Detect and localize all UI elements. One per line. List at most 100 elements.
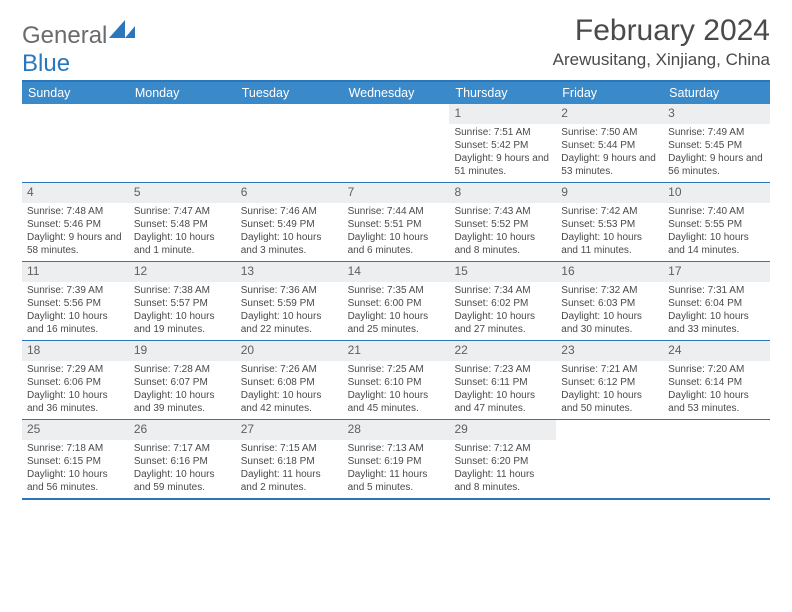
daylight-text: Daylight: 11 hours and 5 minutes. (348, 468, 445, 494)
sunrise-text: Sunrise: 7:13 AM (348, 442, 445, 455)
daylight-text: Daylight: 10 hours and 11 minutes. (561, 231, 658, 257)
day-cell: 13Sunrise: 7:36 AMSunset: 5:59 PMDayligh… (236, 262, 343, 340)
daylight-text: Daylight: 10 hours and 25 minutes. (348, 310, 445, 336)
sunrise-text: Sunrise: 7:29 AM (27, 363, 124, 376)
daylight-text: Daylight: 10 hours and 42 minutes. (241, 389, 338, 415)
day-body: Sunrise: 7:23 AMSunset: 6:11 PMDaylight:… (449, 361, 556, 419)
sunrise-text: Sunrise: 7:17 AM (134, 442, 231, 455)
day-body: Sunrise: 7:38 AMSunset: 5:57 PMDaylight:… (129, 282, 236, 340)
sunrise-text: Sunrise: 7:25 AM (348, 363, 445, 376)
day-cell: 1Sunrise: 7:51 AMSunset: 5:42 PMDaylight… (449, 104, 556, 182)
sunset-text: Sunset: 6:11 PM (454, 376, 551, 389)
day-body: Sunrise: 7:40 AMSunset: 5:55 PMDaylight:… (663, 203, 770, 261)
weekday-header: Friday (556, 82, 663, 104)
title-block: February 2024 Arewusitang, Xinjiang, Chi… (553, 14, 770, 70)
day-cell: 28 Sunrise: 7:13 AMSunset: 6:19 PMDayligh… (343, 420, 450, 498)
sunset-text: Sunset: 5:42 PM (454, 139, 551, 152)
week-row: 25Sunrise: 7:18 AMSunset: 6:15 PMDayligh… (22, 419, 770, 498)
sunset-text: Sunset: 6:08 PM (241, 376, 338, 389)
day-cell: 14Sunrise: 7:35 AMSunset: 6:00 PMDayligh… (343, 262, 450, 340)
day-body: Sunrise: 7:47 AMSunset: 5:48 PMDaylight:… (129, 203, 236, 261)
sunrise-text: Sunrise: 7:12 AM (454, 442, 551, 455)
day-number (663, 420, 770, 440)
day-number: 28 (343, 420, 450, 440)
sunrise-text: Sunrise: 7:47 AM (134, 205, 231, 218)
daylight-text: Daylight: 10 hours and 1 minute. (134, 231, 231, 257)
sunrise-text: Sunrise: 7:18 AM (27, 442, 124, 455)
sunrise-text: Sunrise: 7:31 AM (668, 284, 765, 297)
day-number: 24 (663, 341, 770, 361)
day-cell: 2Sunrise: 7:50 AMSunset: 5:44 PMDaylight… (556, 104, 663, 182)
day-cell: 15Sunrise: 7:34 AMSunset: 6:02 PMDayligh… (449, 262, 556, 340)
sunset-text: Sunset: 5:46 PM (27, 218, 124, 231)
day-number: 23 (556, 341, 663, 361)
day-body: Sunrise: 7:46 AMSunset: 5:49 PMDaylight:… (236, 203, 343, 261)
day-number: 16 (556, 262, 663, 282)
day-cell (663, 420, 770, 498)
sunrise-text: Sunrise: 7:38 AM (134, 284, 231, 297)
day-number: 21 (343, 341, 450, 361)
sunset-text: Sunset: 6:07 PM (134, 376, 231, 389)
calendar: SundayMondayTuesdayWednesdayThursdayFrid… (22, 80, 770, 500)
daylight-text: Daylight: 10 hours and 6 minutes. (348, 231, 445, 257)
day-cell: 17Sunrise: 7:31 AMSunset: 6:04 PMDayligh… (663, 262, 770, 340)
sunset-text: Sunset: 5:45 PM (668, 139, 765, 152)
day-body: Sunrise: 7:18 AMSunset: 6:15 PMDaylight:… (22, 440, 129, 498)
sunset-text: Sunset: 5:57 PM (134, 297, 231, 310)
day-cell: 16Sunrise: 7:32 AMSunset: 6:03 PMDayligh… (556, 262, 663, 340)
sunrise-text: Sunrise: 7:26 AM (241, 363, 338, 376)
week-row: 11Sunrise: 7:39 AMSunset: 5:56 PMDayligh… (22, 261, 770, 340)
day-cell: 25Sunrise: 7:18 AMSunset: 6:15 PMDayligh… (22, 420, 129, 498)
daylight-text: Daylight: 10 hours and 53 minutes. (668, 389, 765, 415)
sunrise-text: Sunrise: 7:51 AM (454, 126, 551, 139)
sunset-text: Sunset: 6:02 PM (454, 297, 551, 310)
day-cell: 19Sunrise: 7:28 AMSunset: 6:07 PMDayligh… (129, 341, 236, 419)
day-body: Sunrise: 7:50 AMSunset: 5:44 PMDaylight:… (556, 124, 663, 182)
day-body: Sunrise: 7:39 AMSunset: 5:56 PMDaylight:… (22, 282, 129, 340)
day-number: 2 (556, 104, 663, 124)
weekday-header: Sunday (22, 82, 129, 104)
month-title: February 2024 (553, 14, 770, 48)
day-number: 9 (556, 183, 663, 203)
day-number: 25 (22, 420, 129, 440)
daylight-text: Daylight: 10 hours and 50 minutes. (561, 389, 658, 415)
sunrise-text: Sunrise: 7:44 AM (348, 205, 445, 218)
day-body: Sunrise: 7:51 AMSunset: 5:42 PMDaylight:… (449, 124, 556, 182)
day-cell (22, 104, 129, 182)
sunrise-text: Sunrise: 7:15 AM (241, 442, 338, 455)
day-body: Sunrise: 7:31 AMSunset: 6:04 PMDaylight:… (663, 282, 770, 340)
sunrise-text: Sunrise: 7:35 AM (348, 284, 445, 297)
day-cell: 22Sunrise: 7:23 AMSunset: 6:11 PMDayligh… (449, 341, 556, 419)
sunset-text: Sunset: 6:03 PM (561, 297, 658, 310)
sunset-text: Sunset: 5:53 PM (561, 218, 658, 231)
daylight-text: Daylight: 10 hours and 39 minutes. (134, 389, 231, 415)
sunset-text: Sunset: 6:19 PM (348, 455, 445, 468)
daylight-text: Daylight: 10 hours and 36 minutes. (27, 389, 124, 415)
day-cell: 20Sunrise: 7:26 AMSunset: 6:08 PMDayligh… (236, 341, 343, 419)
day-number: 22 (449, 341, 556, 361)
day-cell (556, 420, 663, 498)
daylight-text: Daylight: 11 hours and 8 minutes. (454, 468, 551, 494)
sunset-text: Sunset: 5:55 PM (668, 218, 765, 231)
daylight-text: Daylight: 10 hours and 59 minutes. (134, 468, 231, 494)
daylight-text: Daylight: 10 hours and 27 minutes. (454, 310, 551, 336)
day-cell: 5Sunrise: 7:47 AMSunset: 5:48 PMDaylight… (129, 183, 236, 261)
day-cell: 9Sunrise: 7:42 AMSunset: 5:53 PMDaylight… (556, 183, 663, 261)
weekday-header: Tuesday (236, 82, 343, 104)
sunset-text: Sunset: 5:52 PM (454, 218, 551, 231)
day-number: 14 (343, 262, 450, 282)
sunset-text: Sunset: 6:10 PM (348, 376, 445, 389)
daylight-text: Daylight: 10 hours and 30 minutes. (561, 310, 658, 336)
logo: General (22, 22, 135, 50)
header: General February 2024 Arewusitang, Xinji… (0, 0, 792, 74)
sunset-text: Sunset: 6:12 PM (561, 376, 658, 389)
sunset-text: Sunset: 5:49 PM (241, 218, 338, 231)
day-cell: 29Sunrise: 7:12 AMSunset: 6:20 PMDayligh… (449, 420, 556, 498)
day-number (343, 104, 450, 124)
sunrise-text: Sunrise: 7:49 AM (668, 126, 765, 139)
day-number: 7 (343, 183, 450, 203)
daylight-text: Daylight: 9 hours and 56 minutes. (668, 152, 765, 178)
sunrise-text: Sunrise: 7:46 AM (241, 205, 338, 218)
daylight-text: Daylight: 10 hours and 33 minutes. (668, 310, 765, 336)
daylight-text: Daylight: 10 hours and 19 minutes. (134, 310, 231, 336)
